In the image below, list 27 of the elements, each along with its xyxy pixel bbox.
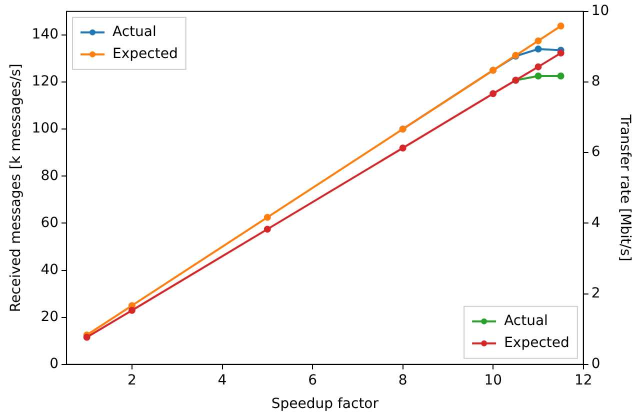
- y-tick-label: 80: [40, 168, 59, 184]
- x-axis-title: Speedup factor: [271, 396, 379, 412]
- legend-label: Actual: [504, 313, 548, 330]
- y-tick-label: 40: [40, 262, 59, 278]
- legend-label: Expected: [504, 335, 570, 352]
- y2-tick-label: 4: [591, 214, 600, 231]
- x-tick-label: 2: [128, 372, 136, 388]
- y2-axis-title: Transfer rate [Mbit/s]: [616, 113, 633, 262]
- legend-label: Expected: [112, 46, 178, 62]
- y-tick-label: 140: [32, 26, 59, 43]
- y2-tick-label: 10: [591, 3, 610, 20]
- legend-label: Actual: [112, 24, 156, 40]
- x-tick-label: 10: [484, 372, 502, 388]
- y2-tick-label: 2: [591, 285, 600, 302]
- y-tick-label: 100: [32, 120, 59, 137]
- y-axis-title: Received messages [k messages/s]: [8, 64, 24, 312]
- y2-tick-label: 6: [591, 144, 600, 160]
- y2-tick-label: 0: [591, 356, 600, 372]
- x-tick-label: 6: [308, 372, 318, 388]
- x-tick-label: 4: [218, 372, 227, 388]
- y2-tick-label: 8: [591, 74, 600, 90]
- x-tick-label: 8: [398, 372, 408, 388]
- y-tick-label: 120: [32, 74, 59, 90]
- y-tick-label: 0: [50, 356, 59, 372]
- y-tick-label: 20: [40, 308, 59, 325]
- y-tick-label: 60: [40, 214, 59, 231]
- x-tick-label: 12: [574, 372, 592, 388]
